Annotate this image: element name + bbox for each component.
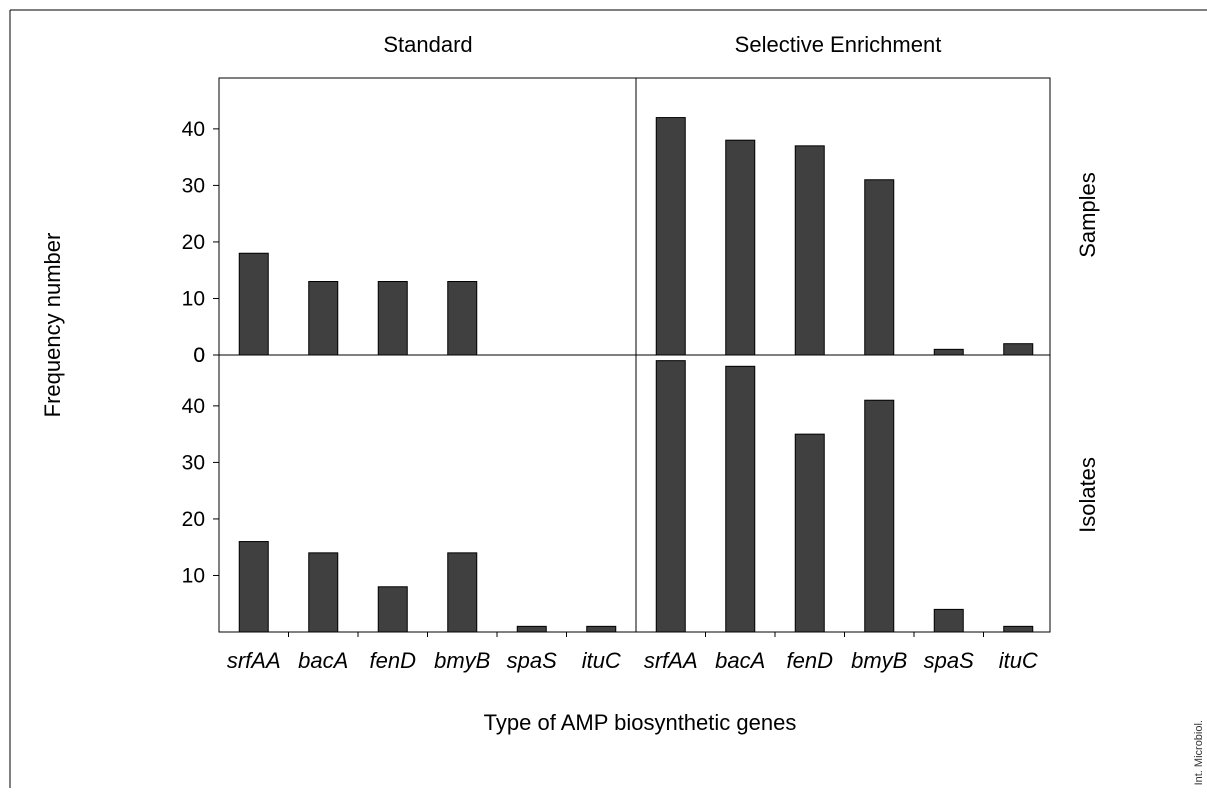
y-axis-label: Frequency number [40, 233, 65, 418]
y-tick-label-top-2: 20 [182, 231, 205, 254]
row-header-samples: Samples [1075, 172, 1100, 258]
x-tick-label-col0-ituC: ituC [582, 648, 621, 673]
y-tick-label-bottom-3: 40 [182, 395, 205, 418]
bar-samples-selective-ituC [1003, 343, 1034, 356]
x-tick-label-col0-spaS: spaS [507, 648, 557, 673]
x-tick-label-col1-fenD: fenD [787, 648, 834, 673]
x-tick-label-col1-bacA: bacA [715, 648, 765, 673]
x-tick-label-col1-srfAA: srfAA [644, 648, 698, 673]
bar-samples-selective-spaS [933, 348, 964, 356]
bar-samples-selective-srfAA [655, 117, 686, 356]
bar-isolates-standard-bmyB [447, 552, 478, 633]
journal-credit: Int. Microbiol. [1193, 719, 1205, 785]
x-tick-label-col1-spaS: spaS [924, 648, 974, 673]
x-axis-label: Type of AMP biosynthetic genes [484, 710, 797, 735]
bar-samples-standard-srfAA [238, 252, 269, 356]
y-tick-label-bottom-4: 0 [193, 344, 205, 367]
bar-samples-standard-fenD [377, 281, 408, 356]
bar-isolates-standard-ituC [586, 625, 617, 633]
bar-isolates-selective-bmyB [864, 399, 895, 633]
y-tick-label-bottom-2: 30 [182, 451, 205, 474]
bar-isolates-selective-fenD [794, 433, 825, 633]
x-tick-label-col0-bacA: bacA [298, 648, 348, 673]
x-tick-label-col0-bmyB: bmyB [434, 648, 490, 673]
x-tick-label-col1-ituC: ituC [999, 648, 1038, 673]
y-tick-label-top-0: 0 [193, 344, 205, 367]
bar-isolates-standard-srfAA [238, 541, 269, 633]
y-tick-label-top-1: 10 [182, 287, 205, 310]
bar-isolates-selective-bacA [725, 365, 756, 633]
bar-samples-selective-bacA [725, 139, 756, 356]
bar-samples-selective-bmyB [864, 179, 895, 356]
column-header-standard: Standard [383, 32, 472, 57]
x-tick-label-col0-fenD: fenD [370, 648, 417, 673]
y-tick-label-top-4: 40 [182, 118, 205, 141]
y-tick-label-top-3: 30 [182, 174, 205, 197]
bar-isolates-standard-spaS [516, 625, 547, 633]
y-tick-label-bottom-0: 10 [182, 564, 205, 587]
row-header-isolates: Isolates [1075, 457, 1100, 533]
bar-isolates-selective-spaS [933, 608, 964, 633]
bar-isolates-standard-fenD [377, 586, 408, 633]
x-tick-label-col1-bmyB: bmyB [851, 648, 907, 673]
x-tick-label-col0-srfAA: srfAA [227, 648, 281, 673]
bar-isolates-selective-ituC [1003, 625, 1034, 633]
bar-isolates-standard-bacA [308, 552, 339, 633]
y-tick-label-bottom-1: 20 [182, 508, 205, 531]
bar-isolates-selective-srfAA [655, 360, 686, 633]
bar-samples-standard-bmyB [447, 281, 478, 356]
bar-samples-selective-fenD [794, 145, 825, 356]
column-header-selective-enrichment: Selective Enrichment [735, 32, 942, 57]
bar-samples-standard-bacA [308, 281, 339, 356]
